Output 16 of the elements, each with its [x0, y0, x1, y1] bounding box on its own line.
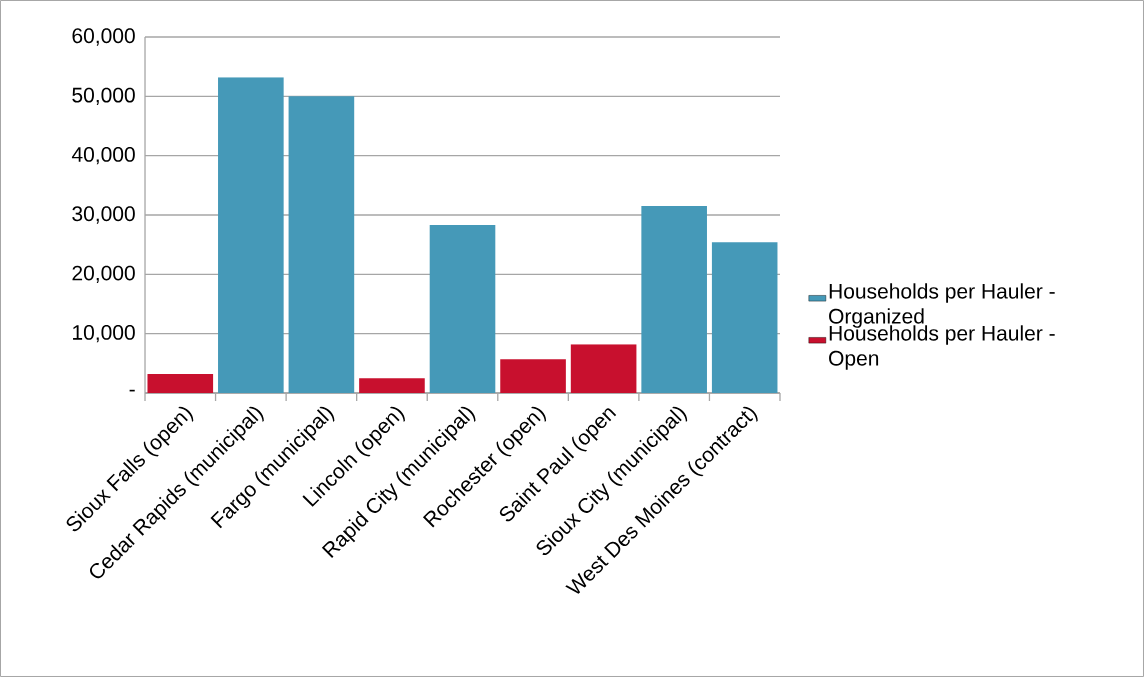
bar: [570, 344, 637, 393]
y-tick-label: 30,000: [72, 206, 135, 224]
bar: [147, 374, 214, 393]
bar: [500, 359, 566, 393]
bar: [711, 242, 778, 393]
y-tick-label: 40,000: [71, 146, 135, 165]
y-tick-label: 10,000: [73, 324, 135, 343]
y-tick-label: -: [129, 389, 135, 392]
bar: [641, 206, 707, 393]
bar: [288, 96, 355, 393]
y-tick-label: 60,000: [72, 28, 135, 46]
y-tick-label: 20,000: [72, 265, 135, 283]
bar: [429, 225, 496, 393]
y-tick-label: 50,000: [72, 87, 135, 105]
bar: [359, 378, 425, 393]
bar: [218, 77, 284, 393]
